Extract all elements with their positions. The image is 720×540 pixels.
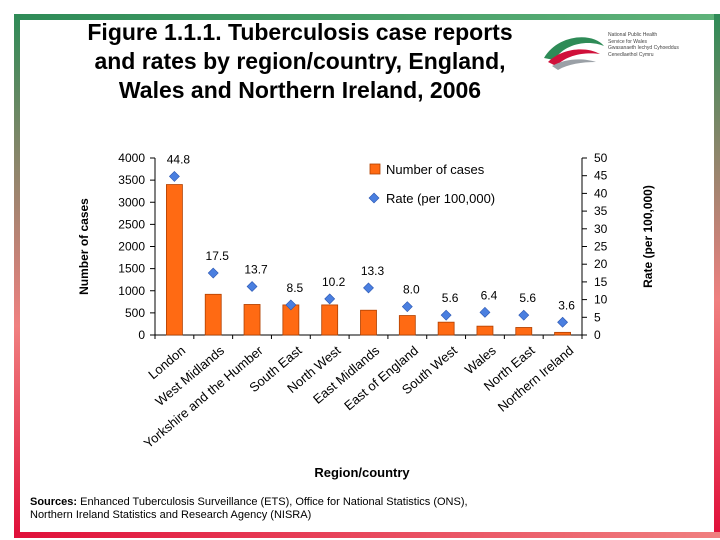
sources-note: Sources: Enhanced Tuberculosis Surveilla… [30,496,468,522]
slide-border-left [14,14,20,534]
rate-label: 44.8 [167,152,191,166]
y2-tick-label: 45 [594,169,608,183]
bar [515,327,533,336]
rate-label: 13.3 [361,264,385,278]
y2-tick-label: 25 [594,240,608,254]
y-axis-title: Number of cases [77,198,91,295]
legend-bar-swatch [369,163,381,175]
title-line-1: Figure 1.1.1. Tuberculosis case reports [87,19,513,45]
logo-line-2: Service for Wales [608,38,647,45]
rate-marker [246,281,258,292]
y2-tick-label: 40 [594,186,608,200]
y-tick-label: 3000 [118,195,145,209]
rate-label: 5.6 [519,291,536,305]
y2-tick-label: 50 [594,151,608,165]
bar [398,315,416,336]
bar [554,331,571,336]
logo-swoosh-grey [552,59,596,70]
sources-label: Sources: [30,496,78,508]
logo-line-4: Cenedlaethol Cymru [608,51,654,58]
rate-label: 6.4 [481,288,498,302]
nphs-logo [544,37,604,70]
rate-marker [363,282,374,294]
y-tick-label: 500 [125,306,145,320]
rate-marker [479,306,491,318]
y2-tick-label: 10 [594,293,608,307]
slide-border-top [14,14,714,20]
rate-label: 8.5 [287,281,304,295]
bar [166,184,183,336]
rate-marker [168,170,180,182]
title-line-2: and rates by region/country, England, [94,48,506,74]
logo-swoosh-red [548,49,600,66]
sources-text-line-2: Northern Ireland Statistics and Research… [30,509,312,521]
y2-tick-label: 20 [594,257,608,271]
y-tick-label: 2000 [118,240,145,254]
rate-label: 8.0 [403,283,420,297]
slide-border-right [714,14,720,534]
y-tick-label: 2500 [118,217,145,231]
x-axis-title: Region/country [314,465,410,480]
logo-line-1: National Public Health [608,32,658,38]
title-line-3: Wales and Northern Ireland, 2006 [118,77,482,103]
slide-title: Figure 1.1.1. Tuberculosis case reports … [40,18,560,105]
y2-tick-label: 30 [594,222,608,236]
rate-marker [557,316,569,328]
y2-axis-title: Rate (per 100,000) [641,185,655,288]
y2-tick-label: 5 [594,310,601,324]
rate-label: 13.7 [244,263,268,277]
rate-marker [401,301,413,313]
bar [243,304,261,336]
legend-marker-label: Rate (per 100,000) [386,191,495,206]
y-tick-label: 0 [138,328,145,342]
logo-text: National Public Health Service for Wales… [608,32,679,58]
rate-marker [207,267,219,279]
slide-border-bottom [14,532,720,538]
rate-label: 5.6 [442,291,459,305]
bar [476,325,494,336]
bar [360,309,377,336]
y-tick-label: 3500 [118,173,145,187]
logo-swoosh-green [544,37,604,60]
bar [321,304,339,336]
y-tick-label: 4000 [118,151,145,165]
rate-label: 17.5 [206,249,230,263]
legend-bar-label: Number of cases [386,162,485,177]
rate-marker [518,309,530,321]
logo-line-3: Gwasanaeth Iechyd Cyhoeddus [608,45,679,51]
bar [437,321,455,336]
y-tick-label: 1000 [118,284,145,298]
rate-marker [285,299,297,311]
y2-tick-label: 0 [594,328,601,342]
legend-marker-swatch [368,192,380,204]
y2-tick-label: 15 [594,275,608,289]
y2-tick-label: 35 [594,204,608,218]
rate-label: 10.2 [322,275,346,289]
rate-marker [324,293,336,305]
sources-text: Enhanced Tuberculosis Surveillance (ETS)… [80,496,468,508]
bar [204,293,222,336]
rate-marker [440,309,452,321]
y-tick-label: 1500 [118,262,145,276]
rate-label: 3.6 [558,298,575,312]
